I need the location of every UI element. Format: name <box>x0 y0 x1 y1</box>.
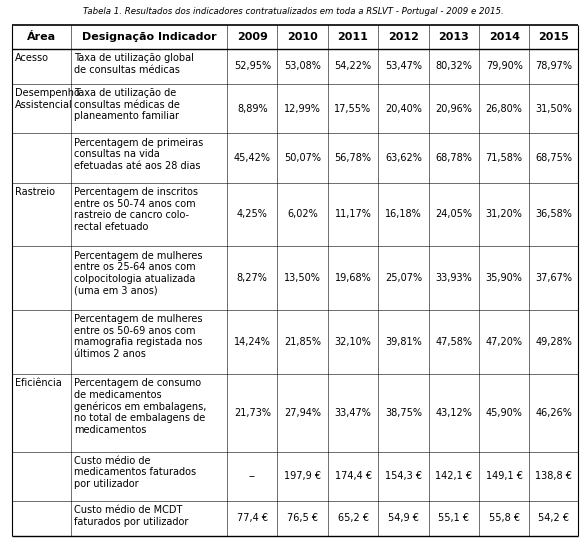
Text: 31,20%: 31,20% <box>486 209 523 220</box>
Text: 149,1 €: 149,1 € <box>486 471 523 481</box>
Text: 17,55%: 17,55% <box>335 103 372 114</box>
Text: 36,58%: 36,58% <box>535 209 572 220</box>
Text: 50,07%: 50,07% <box>284 153 321 163</box>
Text: 32,10%: 32,10% <box>335 337 372 347</box>
Text: 138,8 €: 138,8 € <box>535 471 572 481</box>
Text: 26,80%: 26,80% <box>486 103 523 114</box>
Text: 24,05%: 24,05% <box>435 209 472 220</box>
Text: 76,5 €: 76,5 € <box>287 513 318 524</box>
Text: 33,47%: 33,47% <box>335 407 372 418</box>
Text: 2014: 2014 <box>489 32 520 42</box>
Text: 35,90%: 35,90% <box>486 273 523 283</box>
Text: Tabela 1. Resultados dos indicadores contratualizados em toda a RSLVT - Portugal: Tabela 1. Resultados dos indicadores con… <box>83 7 503 16</box>
Text: 39,81%: 39,81% <box>385 337 422 347</box>
Text: 46,26%: 46,26% <box>535 407 572 418</box>
Text: Percentagem de mulheres
entre os 50-69 anos com
mamografia registada nos
últimos: Percentagem de mulheres entre os 50-69 a… <box>74 314 203 359</box>
Text: 197,9 €: 197,9 € <box>284 471 321 481</box>
Text: 2011: 2011 <box>338 32 369 42</box>
Text: Acesso: Acesso <box>15 53 49 63</box>
Text: 55,1 €: 55,1 € <box>438 513 469 524</box>
Text: 13,50%: 13,50% <box>284 273 321 283</box>
Text: Custo médio de
medicamentos faturados
por utilizador: Custo médio de medicamentos faturados po… <box>74 456 196 489</box>
Text: 38,75%: 38,75% <box>385 407 422 418</box>
Text: 45,90%: 45,90% <box>486 407 523 418</box>
Text: Percentagem de consumo
de medicamentos
genéricos em embalagens,
no total de emba: Percentagem de consumo de medicamentos g… <box>74 378 207 435</box>
Text: 21,73%: 21,73% <box>234 407 271 418</box>
Text: Percentagem de primeiras
consultas na vida
efetuadas até aos 28 dias: Percentagem de primeiras consultas na vi… <box>74 137 204 171</box>
Text: Desempenho
Assistencial: Desempenho Assistencial <box>15 88 80 110</box>
Text: 78,97%: 78,97% <box>535 61 572 71</box>
Text: 2013: 2013 <box>438 32 469 42</box>
Text: 27,94%: 27,94% <box>284 407 321 418</box>
Text: 174,4 €: 174,4 € <box>335 471 372 481</box>
Text: 77,4 €: 77,4 € <box>237 513 268 524</box>
Text: 79,90%: 79,90% <box>486 61 523 71</box>
Text: 37,67%: 37,67% <box>535 273 572 283</box>
Text: 56,78%: 56,78% <box>335 153 372 163</box>
Text: 53,47%: 53,47% <box>385 61 422 71</box>
Text: 6,02%: 6,02% <box>287 209 318 220</box>
Text: 55,8 €: 55,8 € <box>489 513 520 524</box>
Text: Percentagem de mulheres
entre os 25-64 anos com
colpocitologia atualizada
(uma e: Percentagem de mulheres entre os 25-64 a… <box>74 250 203 295</box>
Text: 68,78%: 68,78% <box>435 153 472 163</box>
Text: 53,08%: 53,08% <box>284 61 321 71</box>
Text: 2009: 2009 <box>237 32 268 42</box>
Text: 2015: 2015 <box>539 32 569 42</box>
Text: Rastreio: Rastreio <box>15 187 55 197</box>
Text: 20,40%: 20,40% <box>385 103 422 114</box>
Text: 63,62%: 63,62% <box>385 153 422 163</box>
Text: Eficiência: Eficiência <box>15 378 62 388</box>
Text: 14,24%: 14,24% <box>234 337 271 347</box>
Text: 47,58%: 47,58% <box>435 337 472 347</box>
Text: 20,96%: 20,96% <box>435 103 472 114</box>
Text: 33,93%: 33,93% <box>435 273 472 283</box>
Text: Percentagem de inscritos
entre os 50-74 anos com
rastreio de cancro colo-
rectal: Percentagem de inscritos entre os 50-74 … <box>74 187 199 232</box>
Text: 16,18%: 16,18% <box>385 209 422 220</box>
Text: 4,25%: 4,25% <box>237 209 268 220</box>
Text: 49,28%: 49,28% <box>535 337 572 347</box>
Text: Taxa de utilização de
consultas médicas de
planeamento familiar: Taxa de utilização de consultas médicas … <box>74 88 180 121</box>
Text: 142,1 €: 142,1 € <box>435 471 472 481</box>
Text: 31,50%: 31,50% <box>535 103 572 114</box>
Text: 154,3 €: 154,3 € <box>385 471 422 481</box>
Text: 8,89%: 8,89% <box>237 103 268 114</box>
Text: 11,17%: 11,17% <box>335 209 372 220</box>
Text: Custo médio de MCDT
faturados por utilizador: Custo médio de MCDT faturados por utiliz… <box>74 505 189 527</box>
Text: 43,12%: 43,12% <box>435 407 472 418</box>
Text: 65,2 €: 65,2 € <box>338 513 369 524</box>
Text: 52,95%: 52,95% <box>234 61 271 71</box>
Text: 80,32%: 80,32% <box>435 61 472 71</box>
Text: 54,2 €: 54,2 € <box>538 513 569 524</box>
Text: 71,58%: 71,58% <box>486 153 523 163</box>
Text: Taxa de utilização global
de consultas médicas: Taxa de utilização global de consultas m… <box>74 53 195 75</box>
Text: 47,20%: 47,20% <box>486 337 523 347</box>
Text: 2012: 2012 <box>388 32 419 42</box>
Text: 68,75%: 68,75% <box>535 153 572 163</box>
Text: 12,99%: 12,99% <box>284 103 321 114</box>
Text: Designação Indicador: Designação Indicador <box>82 32 217 42</box>
Text: 2010: 2010 <box>287 32 318 42</box>
Text: --: -- <box>249 471 255 481</box>
Text: Área: Área <box>27 32 56 42</box>
Text: 45,42%: 45,42% <box>234 153 271 163</box>
Text: 54,9 €: 54,9 € <box>388 513 419 524</box>
Text: 21,85%: 21,85% <box>284 337 321 347</box>
Text: 54,22%: 54,22% <box>335 61 372 71</box>
Text: 25,07%: 25,07% <box>385 273 422 283</box>
Text: 8,27%: 8,27% <box>237 273 268 283</box>
Text: 19,68%: 19,68% <box>335 273 372 283</box>
